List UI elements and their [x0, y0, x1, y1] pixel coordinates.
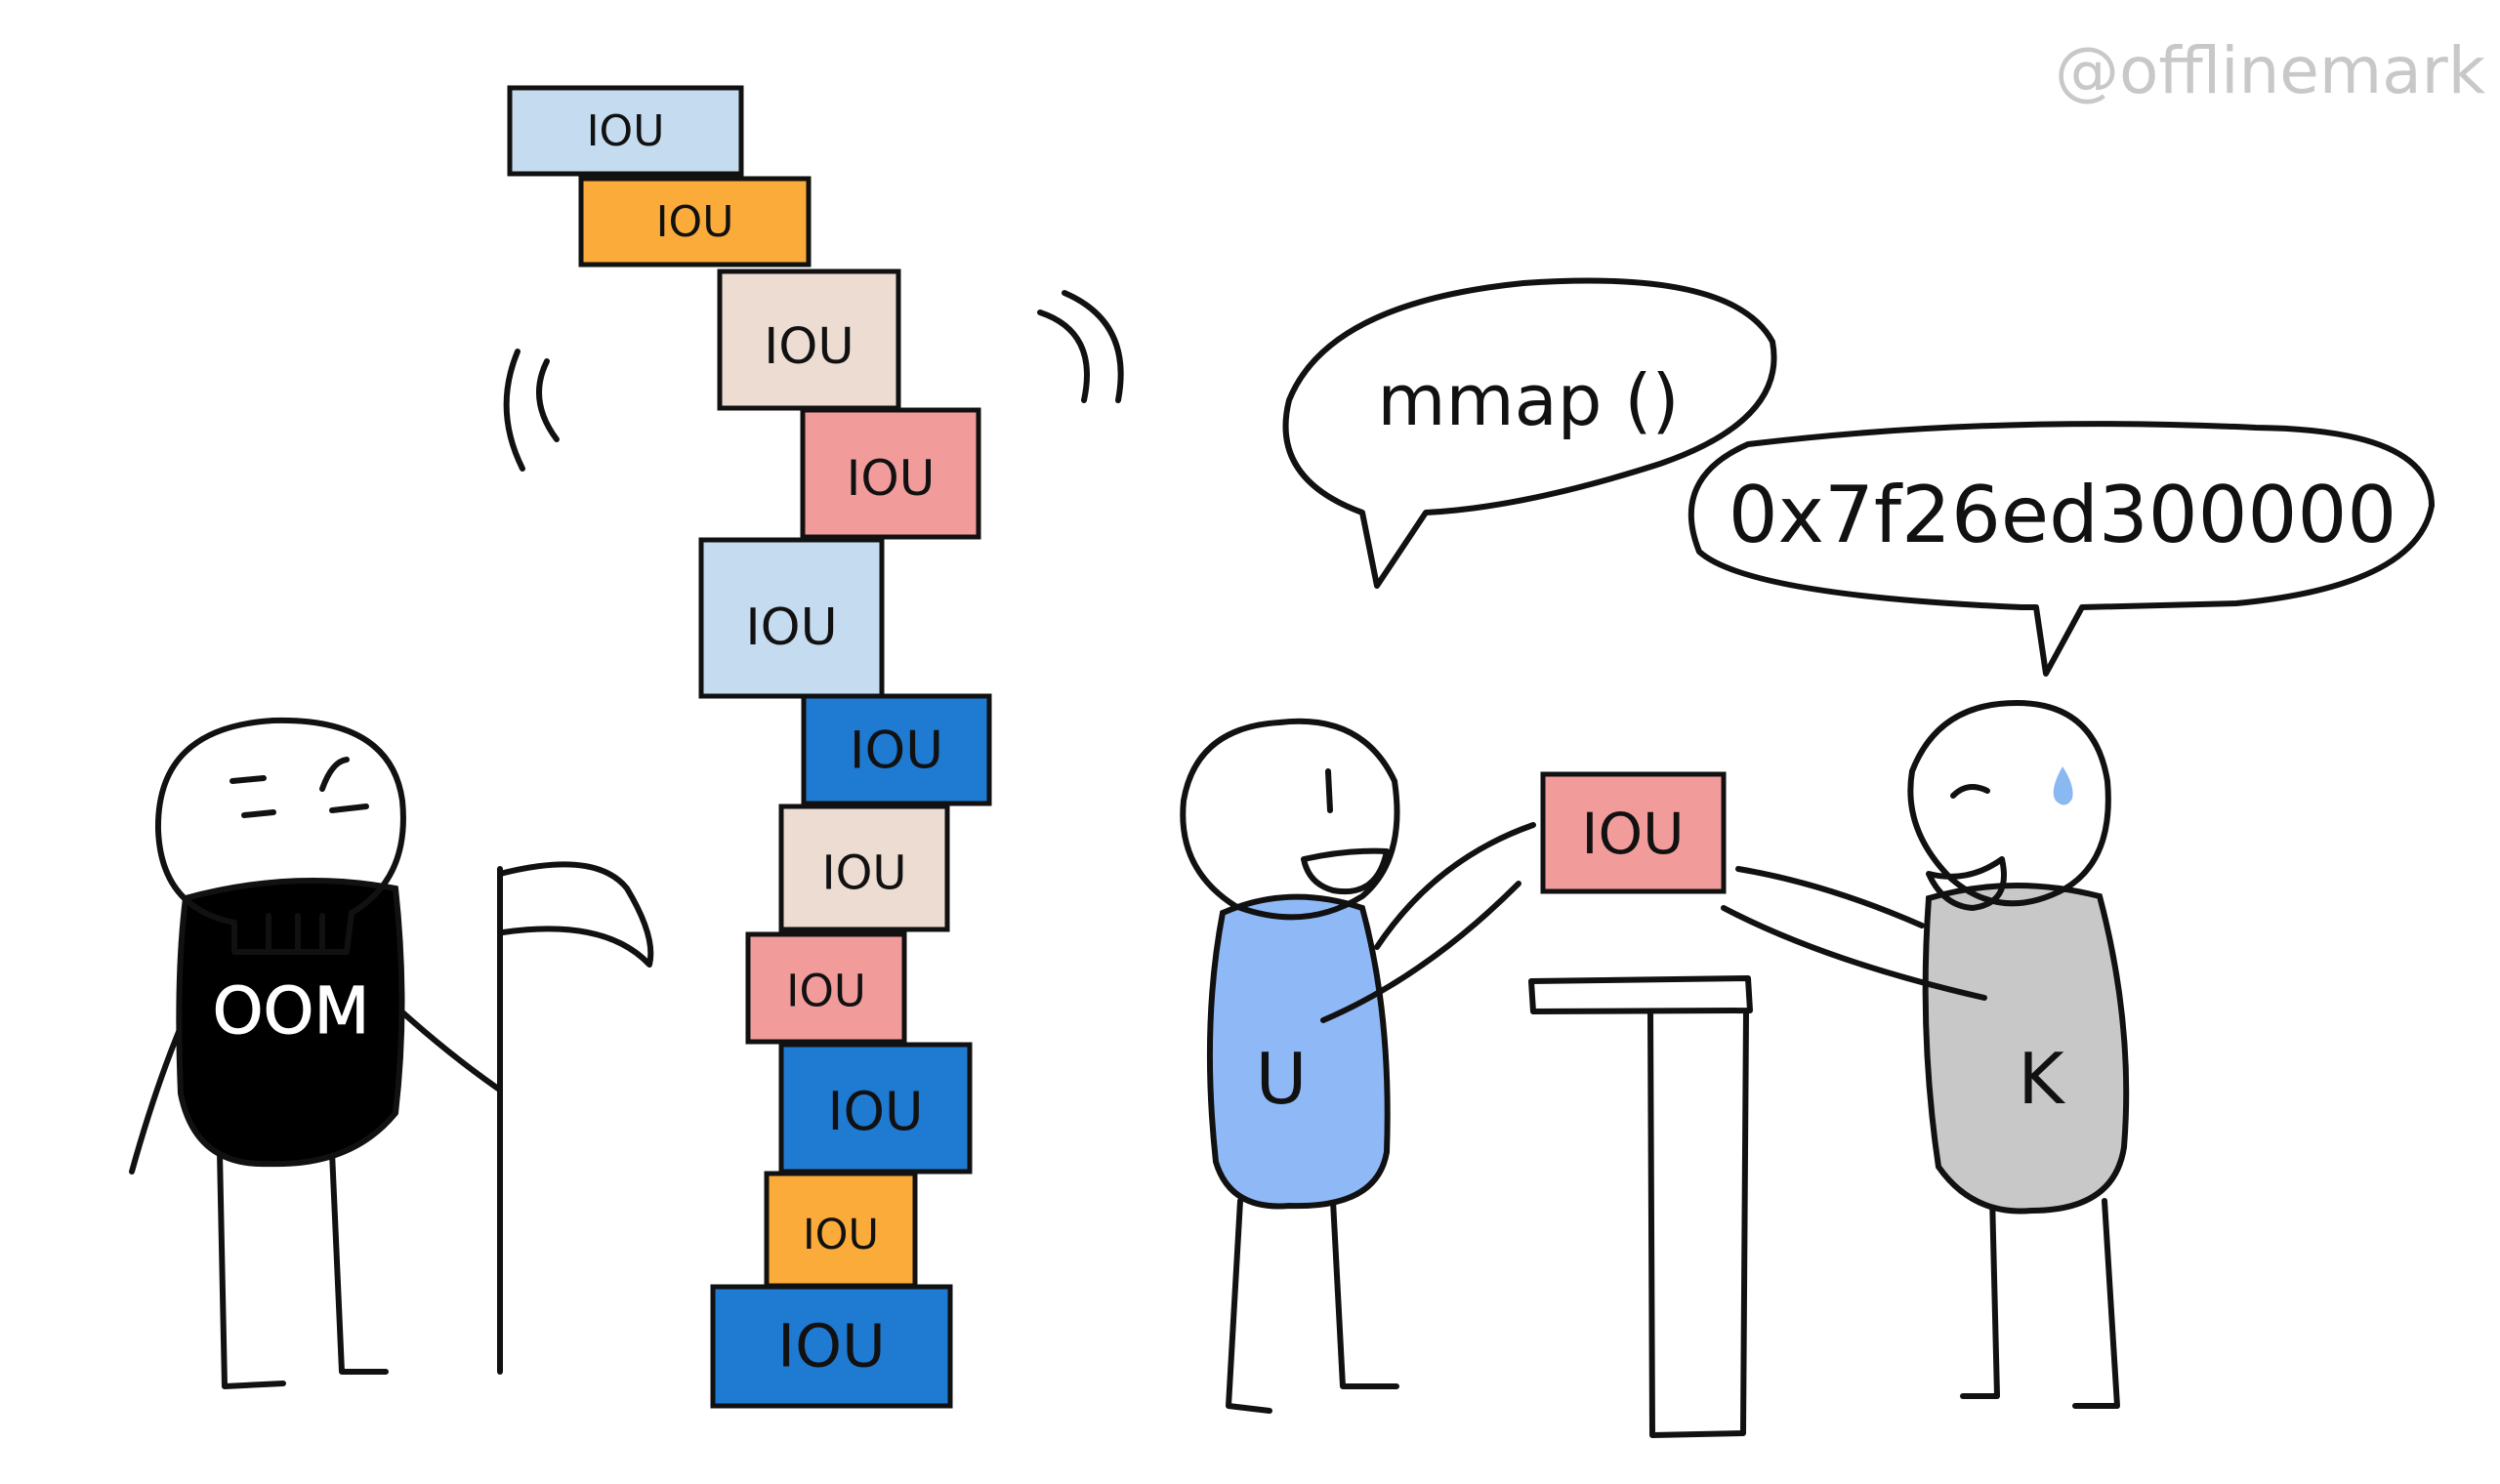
iou-block: IOU: [720, 271, 898, 408]
iou-block: IOU: [781, 1045, 970, 1172]
iou-block: IOU: [748, 934, 904, 1042]
user-character: U: [1183, 721, 1533, 1411]
table: [1531, 978, 1750, 1435]
iou-block: IOU: [510, 88, 741, 174]
iou-block: IOU: [581, 179, 809, 265]
iou-block: IOU: [804, 696, 989, 804]
iou-block: IOU: [803, 410, 979, 537]
handoff-iou: IOU: [1543, 774, 1724, 891]
wobble-marks-right: [1040, 293, 1121, 400]
user-arm-upper: [1377, 825, 1533, 947]
user-leg-left: [1229, 1201, 1270, 1411]
user-leg-right: [1333, 1201, 1396, 1386]
kernel-character: K: [1724, 703, 2126, 1406]
iou-block: IOU: [781, 806, 947, 929]
speech-bubble-kernel: 0x7f26ed300000: [1691, 424, 2432, 674]
iou-block-label: IOU: [745, 598, 837, 657]
user-shirt-letter: U: [1256, 1038, 1308, 1120]
speech-bubble-user: mmap (): [1286, 281, 1774, 587]
watermark-text: @offlinemark: [2055, 33, 2486, 108]
iou-block-label: IOU: [821, 845, 906, 900]
oom-killer: OOM: [132, 721, 650, 1386]
kernel-eye: [1953, 787, 1987, 796]
scythe: [500, 864, 650, 1372]
kernel-speech-text: 0x7f26ed300000: [1729, 470, 2397, 560]
kernel-shirt-letter: K: [2018, 1038, 2065, 1120]
oom-shirt-text: OOM: [213, 973, 370, 1049]
kernel-leg-right: [2075, 1201, 2117, 1406]
kernel-arm-upper: [1738, 869, 1922, 926]
user-eye: [1328, 771, 1330, 810]
iou-block-label: IOU: [656, 197, 734, 247]
iou-block-label: IOU: [828, 1081, 924, 1142]
iou-block-label: IOU: [850, 721, 943, 781]
user-speech-text: mmap (): [1377, 359, 1679, 441]
skull-eyes: [232, 760, 366, 815]
iou-block-label: IOU: [847, 450, 936, 507]
iou-block-label: IOU: [803, 1211, 879, 1259]
kernel-leg-left: [1963, 1196, 1997, 1396]
wobble-marks-left: [507, 351, 557, 469]
iou-stack: IOU IOU IOU IOU IOU IOU IOU IOU IOU IOU IOU: [510, 88, 989, 1406]
iou-block: IOU: [701, 540, 882, 696]
handoff-iou-label: IOU: [1581, 801, 1684, 867]
iou-block-label: IOU: [777, 1312, 886, 1381]
iou-block-label: IOU: [764, 318, 854, 376]
sweat-drop: [2054, 766, 2073, 805]
oom-leg-right: [332, 1152, 386, 1372]
oom-arm-right: [400, 1010, 498, 1089]
iou-block: IOU: [713, 1287, 950, 1406]
iou-block-label: IOU: [587, 106, 665, 156]
iou-block-label: IOU: [786, 966, 866, 1017]
oom-leg-left: [220, 1152, 283, 1386]
iou-block: IOU: [767, 1174, 915, 1286]
